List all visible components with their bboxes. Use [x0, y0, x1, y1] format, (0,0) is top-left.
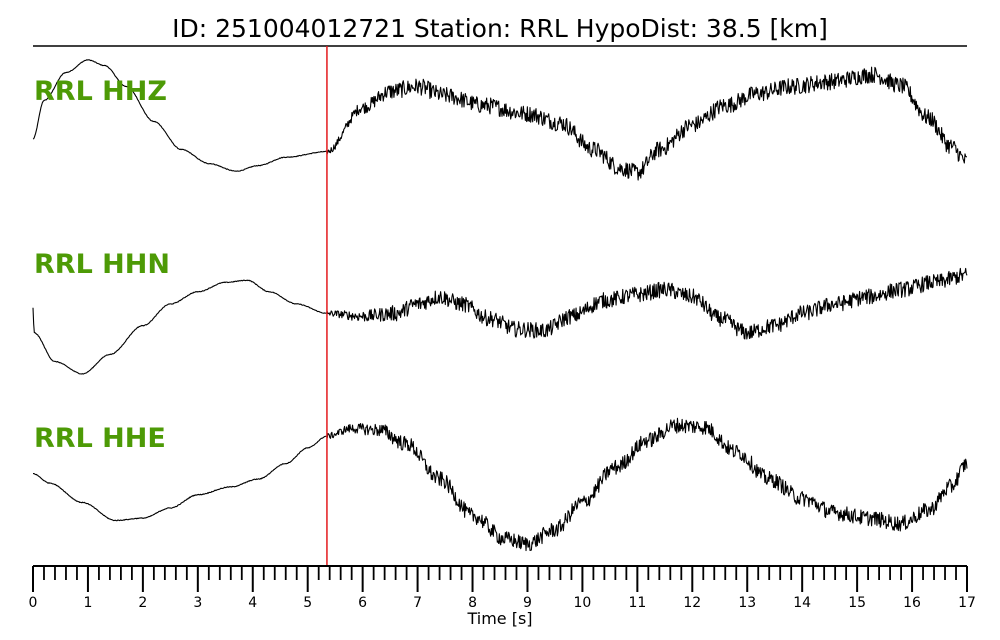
x-tick-label: 6 [358, 595, 367, 611]
x-tick-label: 1 [83, 595, 92, 611]
x-tick-label: 0 [29, 595, 38, 611]
channel-label: RRL HHZ [34, 76, 167, 107]
x-tick-label: 11 [628, 595, 646, 611]
channel-label: RRL HHE [34, 423, 166, 454]
x-tick-label: 15 [848, 595, 866, 611]
chart-title: ID: 251004012721 Station: RRL HypoDist: … [172, 14, 828, 43]
x-tick-label: 9 [523, 595, 532, 611]
x-tick-label: 3 [193, 595, 202, 611]
x-tick-label: 16 [903, 595, 921, 611]
x-tick-label: 10 [573, 595, 591, 611]
x-tick-label: 7 [413, 595, 422, 611]
x-tick-label: 5 [303, 595, 312, 611]
trace-rrl-hhz [32, 59, 968, 181]
x-tick-label: 4 [248, 595, 257, 611]
x-tick-label: 8 [468, 595, 477, 611]
trace-rrl-hhe [32, 417, 968, 552]
x-axis-label: Time [s] [466, 609, 532, 628]
traces-group [32, 46, 968, 566]
time-axis: 0 1 2 3 4 5 6 7 8 9 10 11 12 13 14 15 16 17 [29, 565, 976, 611]
trace-rrl-hhn [32, 267, 968, 375]
channel-label: RRL HHN [34, 249, 170, 280]
x-tick-label: 2 [138, 595, 147, 611]
x-tick-label: 17 [958, 595, 976, 611]
x-tick-label: 13 [738, 595, 756, 611]
channel-labels: RRL HHZ RRL HHN RRL HHE [34, 76, 170, 454]
x-tick-label: 12 [683, 595, 701, 611]
x-tick-label: 14 [793, 595, 811, 611]
